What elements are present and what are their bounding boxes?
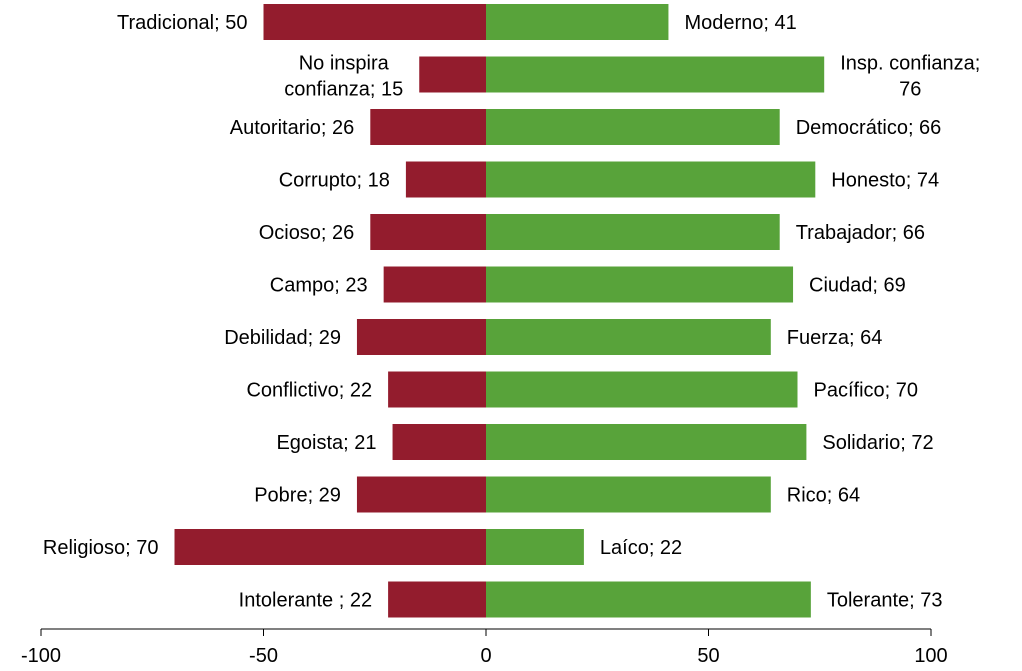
right-label: Rico; 64 xyxy=(787,485,860,507)
bar-positive xyxy=(486,529,584,565)
bar-negative xyxy=(356,476,486,513)
bar-negative xyxy=(388,581,486,618)
bar-positive xyxy=(486,266,794,303)
bar-positive xyxy=(486,371,798,408)
bar-positive xyxy=(486,424,807,460)
left-label: Debilidad; 29 xyxy=(224,327,341,349)
left-label: Intolerante ; 22 xyxy=(239,590,372,612)
left-label: Pobre; 29 xyxy=(254,485,341,507)
left-label: Campo; 23 xyxy=(270,275,368,297)
left-label: Egoista; 21 xyxy=(276,432,376,454)
right-label: Honesto; 74 xyxy=(831,170,939,192)
bar-negative xyxy=(419,56,486,93)
left-label: Conflictivo; 22 xyxy=(246,380,372,402)
bar-positive xyxy=(486,581,811,618)
bar-negative xyxy=(388,371,486,408)
x-tick-label: -50 xyxy=(249,645,278,667)
bar-negative xyxy=(356,319,486,355)
bar-positive xyxy=(486,4,669,40)
x-tick-label: 100 xyxy=(914,645,947,667)
bar-negative xyxy=(370,214,486,250)
left-label: Religioso; 70 xyxy=(43,537,159,559)
right-label: Laíco; 22 xyxy=(600,537,682,559)
bar-positive xyxy=(486,476,771,513)
right-label: Ciudad; 69 xyxy=(809,275,906,297)
bar-positive xyxy=(486,319,771,355)
left-label: Autoritario; 26 xyxy=(230,117,355,139)
bar-positive xyxy=(486,56,825,93)
left-label: Ocioso; 26 xyxy=(259,222,355,244)
right-label: Tolerante; 73 xyxy=(827,590,943,612)
right-label: Insp. confianza; 76 xyxy=(840,53,980,101)
bar-negative xyxy=(263,4,486,40)
x-axis: -100 -50 0 50 100 xyxy=(21,628,948,667)
left-label: No inspira confianza; 15 xyxy=(284,53,403,101)
bar-negative xyxy=(405,161,486,198)
right-label: Pacífico; 70 xyxy=(814,380,919,402)
bar-negative xyxy=(174,529,486,565)
bar-positive xyxy=(486,214,780,250)
right-label: Fuerza; 64 xyxy=(787,327,883,349)
bar-positive xyxy=(486,109,780,145)
bar-negative xyxy=(383,266,486,303)
bar-negative xyxy=(392,424,486,460)
left-label: Corrupto; 18 xyxy=(279,170,390,192)
x-tick-label: 0 xyxy=(480,645,491,667)
bar-negative xyxy=(370,109,486,145)
x-tick-label: 50 xyxy=(697,645,719,667)
right-label: Solidario; 72 xyxy=(822,432,933,454)
right-label: Moderno; 41 xyxy=(684,12,796,34)
right-label: Democrático; 66 xyxy=(796,117,942,139)
right-label: Trabajador; 66 xyxy=(796,222,925,244)
data-labels-layer: Tradicional; 50 Moderno; 41 No inspira conf… xyxy=(43,12,980,612)
left-label: Tradicional; 50 xyxy=(117,12,247,34)
x-tick-label: -100 xyxy=(21,645,61,667)
bar-positive xyxy=(486,161,816,198)
bars-layer xyxy=(174,4,825,618)
